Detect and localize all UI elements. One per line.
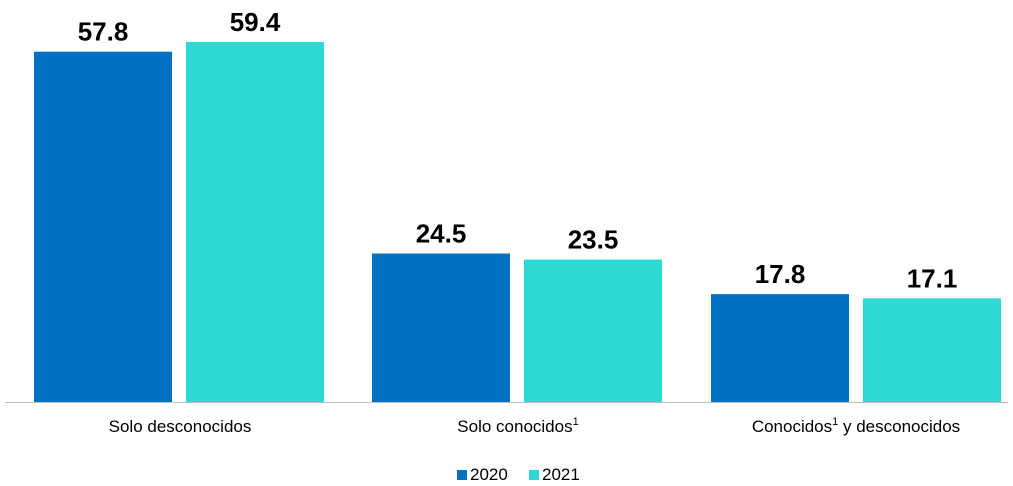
category-label-3: Conocidos1 y desconocidos xyxy=(752,416,960,436)
legend-label-2021: 2021 xyxy=(542,465,580,484)
value-label-2021-2: 23.5 xyxy=(568,225,619,255)
value-label-2021-1: 59.4 xyxy=(230,7,281,37)
bars-layer xyxy=(34,42,1001,403)
value-label-2020-2: 24.5 xyxy=(416,219,467,249)
bar-2020-3 xyxy=(711,294,849,402)
bar-2021-1 xyxy=(186,42,324,402)
legend-swatch-2020 xyxy=(457,470,467,480)
bar-2020-1 xyxy=(34,51,172,403)
category-labels-layer: Solo desconocidos Solo conocidos1 Conocido… xyxy=(109,416,961,436)
bar-2021-3 xyxy=(863,298,1001,402)
value-labels-layer: 57.8 24.5 17.8 59.4 23.5 17.1 xyxy=(78,7,958,293)
legend-label-2020: 2020 xyxy=(470,465,508,484)
value-label-2020-3: 17.8 xyxy=(755,259,806,289)
bar-2020-2 xyxy=(372,253,510,402)
legend-swatch-2021 xyxy=(529,470,539,480)
value-label-2020-1: 57.8 xyxy=(78,17,129,47)
category-label-2: Solo conocidos1 xyxy=(457,416,578,436)
category-label-1: Solo desconocidos xyxy=(109,417,252,436)
bar-2021-2 xyxy=(524,259,662,402)
value-label-2021-3: 17.1 xyxy=(907,263,958,293)
legend: 2020 2021 xyxy=(457,465,580,484)
